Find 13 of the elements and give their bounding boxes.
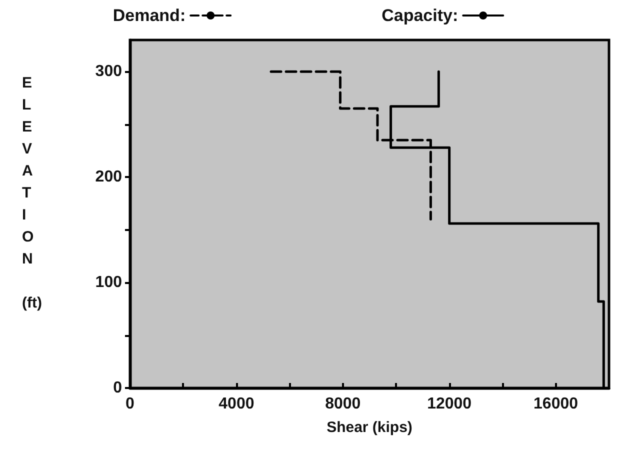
y-tick-label: 300	[95, 63, 122, 80]
x-tick-label: 12000	[427, 396, 472, 412]
text: ELEVATION (ft)	[22, 74, 42, 312]
legend-label: Demand:	[112, 6, 186, 25]
y-tick-label: 200	[95, 168, 122, 186]
x-axis-title: Shear (kips)	[326, 419, 412, 436]
x-tick-label: 8000	[325, 396, 361, 412]
x-tick-label: 0	[126, 396, 135, 412]
x-tick-label: 4000	[218, 396, 254, 412]
x-tick-label: 16000	[534, 396, 578, 412]
legend-label: Capacity:	[382, 6, 458, 25]
y-tick-label: 0	[113, 380, 122, 396]
y-tick-label: 100	[95, 274, 122, 292]
